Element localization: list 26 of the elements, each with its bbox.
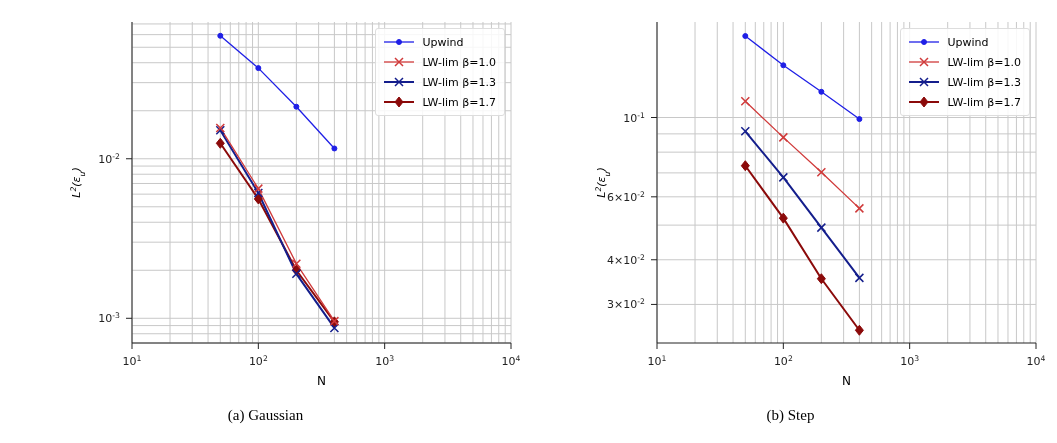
text: (a) Gaussian [226,407,305,424]
x-tick-label: 10$^{4}$ [1026,353,1046,368]
legend-label: LW-lim β=1.7 [947,95,1021,109]
y-tick-label: 10$^{-2}$ [98,151,121,166]
legend-label: LW-lim β=1.0 [947,55,1021,69]
x-tick-label: 10$^{4}$ [501,353,521,368]
legend-label: LW-lim β=1.3 [422,75,496,89]
x-tick-label: 10$^{3}$ [375,353,395,368]
x-tick-label: 10$^{1}$ [122,353,142,368]
x-tick-label: 10$^{2}$ [773,353,793,368]
x-tick-label: 10$^{2}$ [248,353,268,368]
y-tick-label: 3×10$^{-2}$ [607,296,646,312]
legend-label: Upwind [947,35,989,49]
x-tick-label: 10$^{3}$ [900,353,920,368]
legend-label: LW-lim β=1.0 [422,55,496,69]
x-tick-label: 10$^{1}$ [647,353,667,368]
x-axis-title: N [842,374,851,388]
x-axis-title: N [317,374,326,388]
legend-label: LW-lim β=1.3 [947,75,1021,89]
y-tick-label: 10$^{-3}$ [98,310,121,326]
text: (b) Step [765,407,816,424]
y-tick-label: 10$^{-1}$ [623,110,646,125]
legend-label: Upwind [422,35,464,49]
y-tick-label: 6×10$^{-2}$ [607,189,646,204]
legend-label: LW-lim β=1.7 [422,95,496,109]
y-tick-label: 4×10$^{-2}$ [607,252,646,267]
